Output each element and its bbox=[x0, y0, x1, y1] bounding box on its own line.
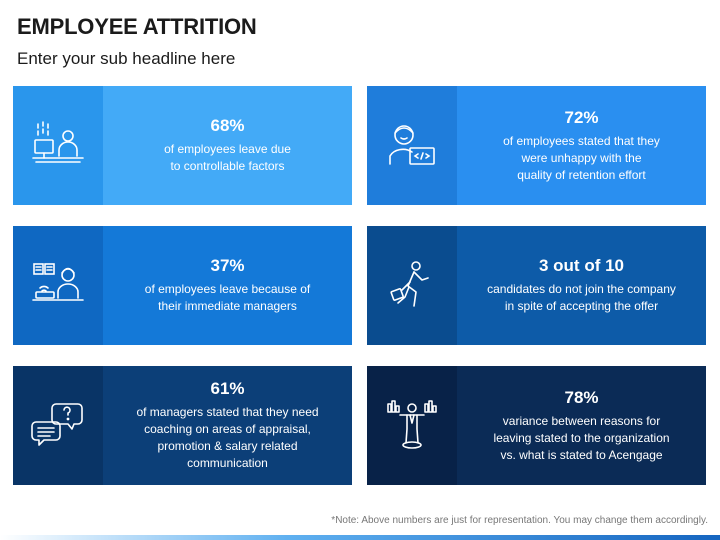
stat-value: 72% bbox=[564, 107, 599, 127]
stat-value: 68% bbox=[210, 116, 245, 135]
balance-person-icon bbox=[367, 366, 457, 485]
coder-laptop-icon bbox=[367, 86, 457, 205]
stat-card-3: 37% of employees leave because of their … bbox=[13, 226, 352, 345]
page-title: EMPLOYEE ATTRITION bbox=[17, 14, 257, 39]
stat-description: candidates do not join the company in sp… bbox=[487, 282, 676, 313]
page-subtitle: Enter your sub headline here bbox=[17, 49, 236, 68]
bottom-accent-bar bbox=[0, 535, 720, 540]
stat-description: of employees leave due to controllable f… bbox=[164, 142, 291, 173]
stat-card-6: 78% variance between reasons for leaving… bbox=[367, 366, 706, 485]
stat-value: 37% bbox=[210, 256, 245, 275]
stat-value: 3 out of 10 bbox=[538, 256, 624, 275]
chat-question-icon bbox=[13, 366, 103, 485]
remote-worker-icon bbox=[13, 226, 103, 345]
stat-description: variance between reasons for leaving sta… bbox=[493, 413, 670, 462]
stat-description: of managers stated that they need coachi… bbox=[136, 405, 319, 470]
stat-card-5: 61% of managers stated that they need co… bbox=[13, 366, 352, 485]
stat-card-2: 72% of employees stated that they were u… bbox=[367, 86, 706, 205]
stat-description: of employees stated that they were unhap… bbox=[503, 133, 660, 182]
stat-description: of employees leave because of their imme… bbox=[144, 282, 311, 313]
stat-value: 78% bbox=[564, 387, 599, 407]
footnote: *Note: Above numbers are just for repres… bbox=[331, 515, 708, 526]
desk-worker-icon bbox=[13, 86, 103, 205]
stat-card-1: 68% of employees leave due to controllab… bbox=[13, 86, 352, 205]
stat-card-4: 3 out of 10 candidates do not join the c… bbox=[367, 226, 706, 345]
walking-person-icon bbox=[367, 226, 457, 345]
stat-value: 61% bbox=[210, 379, 245, 398]
